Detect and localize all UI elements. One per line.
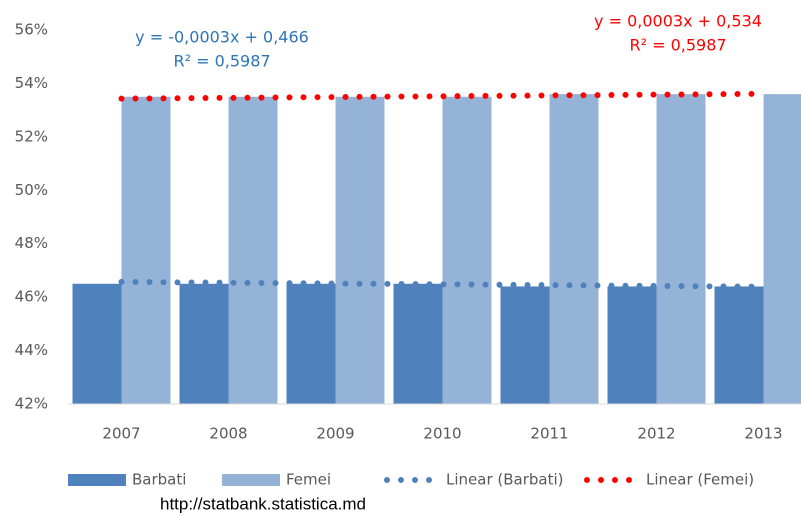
x-tick-label: 2009 [316,425,354,443]
x-tick-label: 2010 [423,425,461,443]
y-tick-label: 44% [15,341,48,359]
legend-label: Barbati [132,471,186,489]
legend-swatch [222,474,280,486]
bar [442,96,492,405]
bar [335,96,385,405]
bar [656,94,706,404]
y-tick-label: 56% [15,21,48,39]
source: http://statbank.statistica.md [160,494,366,513]
trend-equation: y = -0,0003x + 0,466 [135,28,309,47]
bar [607,286,657,404]
legend-label: Linear (Femei) [646,471,754,489]
trend-line [118,278,767,290]
y-tick-label: 54% [15,74,48,92]
x-tick-label: 2012 [637,425,675,443]
bar [72,283,122,404]
trend-line [118,90,767,102]
legend-label: Linear (Barbati) [446,471,564,489]
bar [763,94,801,404]
bar [121,96,171,405]
bar [500,286,550,404]
bar [179,283,229,404]
y-tick-label: 46% [15,288,48,306]
bar [228,96,278,405]
x-tick-label: 2013 [744,425,782,443]
trend-equation: R² = 0,5987 [629,36,726,55]
trend-equation: y = 0,0003x + 0,534 [594,12,762,31]
x-tick-label: 2007 [102,425,140,443]
legend-swatch [68,474,126,486]
bar [286,283,336,404]
x-tick-label: 2008 [209,425,247,443]
y-tick-label: 42% [15,395,48,413]
trend-equation: R² = 0,5987 [173,52,270,71]
y-tick-label: 48% [15,234,48,252]
bar [393,283,443,404]
bar [714,286,764,404]
y-tick-label: 52% [15,127,48,145]
y-tick-label: 50% [15,181,48,199]
x-tick-label: 2011 [530,425,568,443]
bar [549,94,599,404]
legend-label: Femei [286,471,331,489]
